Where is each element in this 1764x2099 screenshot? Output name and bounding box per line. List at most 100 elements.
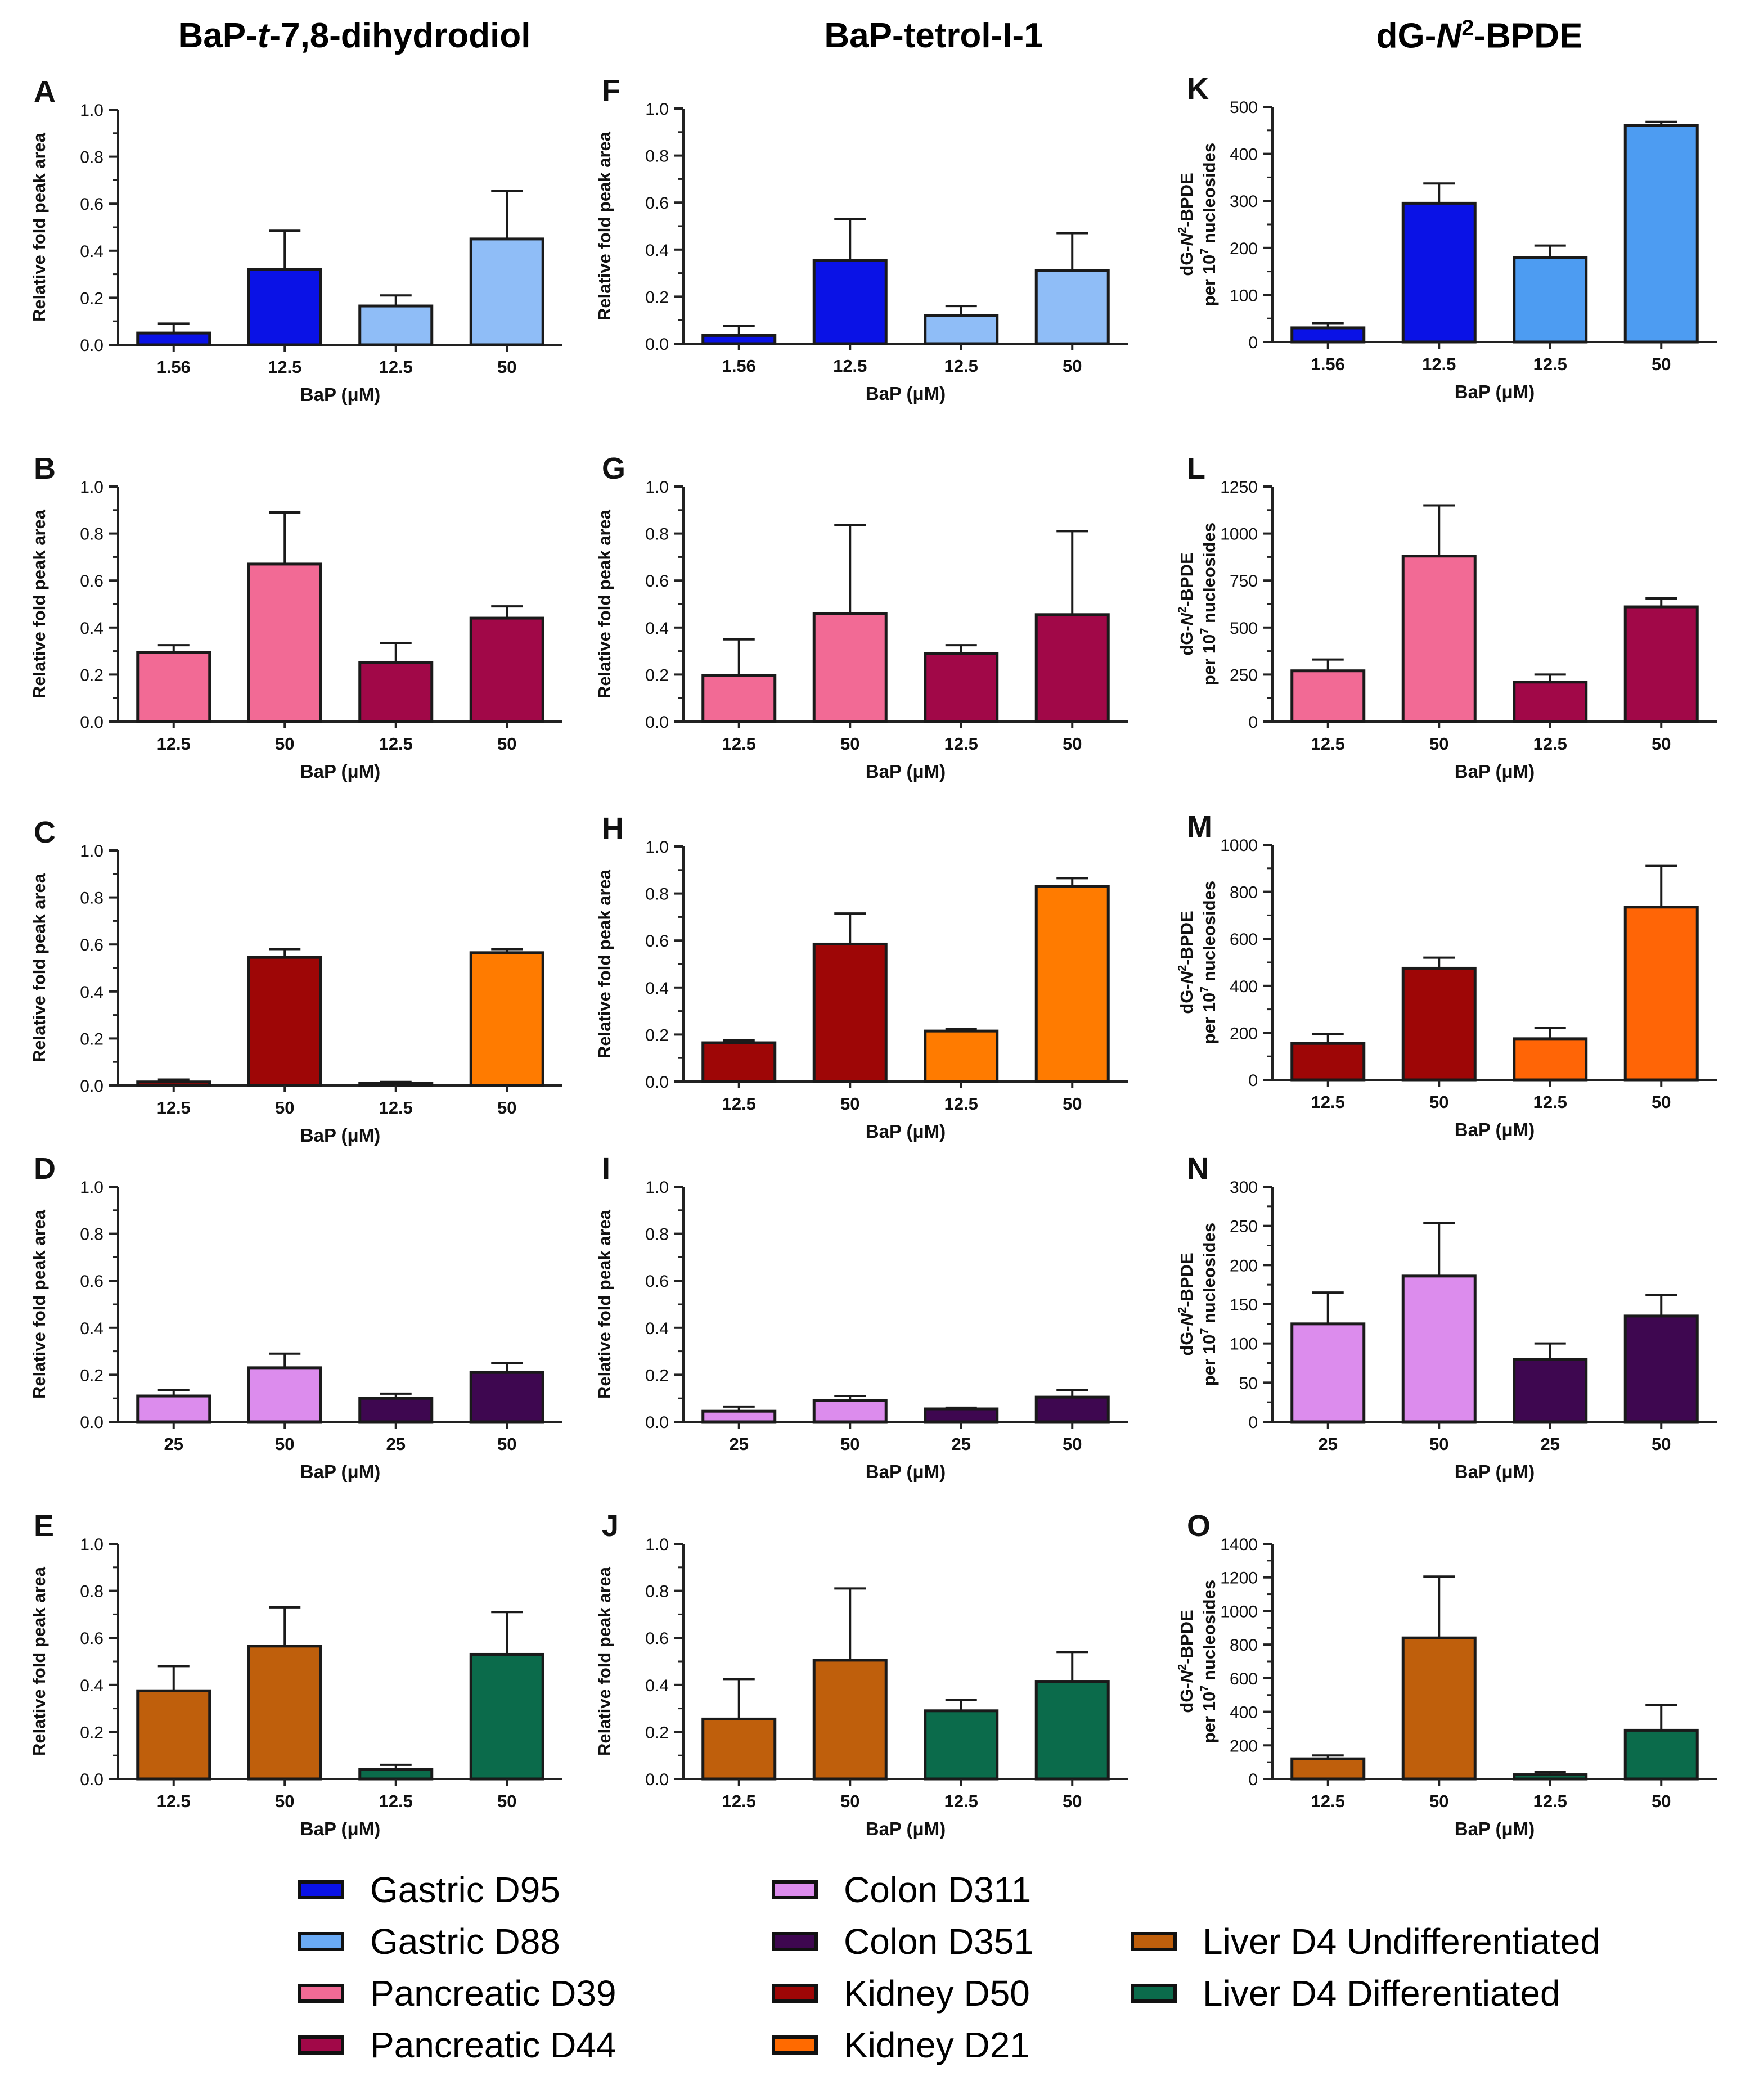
x-tick-label: 50: [1063, 1434, 1082, 1454]
bar: [812, 612, 888, 723]
legend-label: Colon D351: [844, 1921, 1034, 1962]
panel-letter: I: [602, 1152, 610, 1186]
y-tick-label: 0.2: [80, 666, 104, 684]
x-tick-label: 25: [386, 1434, 406, 1454]
y-tick-label: 0: [1248, 1413, 1258, 1432]
y-axis-label-part: dG-: [1177, 1683, 1196, 1713]
y-axis-label-part: per 10: [1199, 634, 1219, 686]
y-axis-label-line2: per 107 nucleosides: [1199, 881, 1219, 1044]
y-axis-label-part: dG-: [1177, 984, 1196, 1014]
y-axis-label: Relative fold peak area: [595, 1209, 614, 1399]
y-tick-label: 0.6: [645, 194, 669, 213]
legend-swatch: [298, 1984, 344, 2003]
y-tick-label: 0.0: [645, 1413, 669, 1432]
y-axis-label-part: dG-: [1177, 246, 1196, 276]
bar: [469, 237, 544, 346]
panel-letter: C: [34, 816, 56, 849]
x-axis-label: BaP (μM): [866, 383, 946, 404]
x-axis-label: BaP (μM): [1455, 1461, 1534, 1482]
y-axis-label-part: 2: [1176, 607, 1189, 613]
y-axis-label: dG-N2-BPDE: [1176, 552, 1196, 655]
x-tick-label: 50: [1429, 1092, 1448, 1112]
y-axis-label: dG-N2-BPDE: [1176, 173, 1196, 276]
legend-label: Liver D4 Undifferentiated: [1203, 1921, 1600, 1962]
bar: [247, 562, 322, 723]
x-tick-label: 50: [1652, 734, 1671, 754]
panel-f: F 0.0 0.2 0.4 0.6 0.8 1.0 Relative fold peak ar…: [595, 74, 1128, 404]
y-axis-label: Relative fold peak area: [595, 131, 614, 321]
legend-item-pancreatic-d39: Pancreatic D39: [298, 1971, 616, 2016]
y-tick-label: 1250: [1220, 478, 1258, 497]
y-axis-label-part: -BPDE: [1177, 911, 1196, 965]
x-tick-label: 50: [1063, 356, 1082, 376]
y-axis-label: Relative fold peak area: [29, 509, 49, 699]
x-tick-label: 50: [840, 734, 860, 754]
y-axis-label-part: N: [1177, 1670, 1196, 1683]
y-axis-label-part: nucleosides: [1199, 881, 1219, 987]
bar: [1034, 1680, 1110, 1781]
y-tick-label: 1.0: [80, 1178, 104, 1197]
panel-letter: H: [602, 812, 624, 845]
bar: [358, 1768, 434, 1781]
y-tick-label: 0.0: [645, 335, 669, 354]
x-axis-label: BaP (μM): [1455, 761, 1534, 782]
panel-letter: A: [34, 75, 56, 109]
x-tick-label: 12.5: [1422, 354, 1456, 374]
bar: [701, 334, 777, 345]
y-tick-label: 0.8: [645, 1583, 669, 1601]
y-axis-label: dG-N2-BPDE: [1176, 1253, 1196, 1355]
bar: [1401, 1274, 1477, 1424]
panel-letter: O: [1187, 1509, 1210, 1543]
bar: [358, 1397, 434, 1424]
y-tick-label: 1000: [1220, 1602, 1258, 1621]
x-axis-label: BaP (μM): [300, 1461, 380, 1482]
y-tick-label: 0.8: [80, 889, 104, 908]
x-axis-label: BaP (μM): [1455, 1119, 1534, 1140]
bar: [247, 1366, 322, 1424]
bar: [1513, 256, 1588, 344]
bar: [701, 1409, 777, 1424]
y-tick-label: 1.0: [645, 838, 669, 857]
y-axis-label-line2: per 107 nucleosides: [1199, 1580, 1219, 1743]
x-axis-label: BaP (μM): [300, 1125, 380, 1146]
x-axis-label: BaP (μM): [300, 761, 380, 782]
y-tick-label: 200: [1230, 1256, 1258, 1275]
panel-j: J 0.0 0.2 0.4 0.6 0.8 1.0 Relative fold peak ar…: [595, 1509, 1128, 1839]
bar: [1623, 1728, 1699, 1781]
bar: [1034, 1395, 1110, 1424]
x-tick-label: 12.5: [944, 1094, 978, 1114]
y-tick-label: 0: [1248, 1071, 1258, 1090]
y-tick-label: 200: [1230, 1737, 1258, 1755]
panel-letter: K: [1187, 72, 1209, 106]
y-tick-label: 0.6: [645, 1272, 669, 1291]
bar: [1623, 124, 1699, 344]
x-tick-label: 50: [497, 734, 516, 754]
panel-b: B 0.0 0.2 0.4 0.6 0.8 1.0 Relative fold peak ar…: [29, 452, 562, 782]
bar: [924, 1709, 999, 1781]
y-axis-label-part: nucleosides: [1199, 1580, 1219, 1686]
x-tick-label: 50: [1652, 1434, 1671, 1454]
bar: [1290, 1042, 1366, 1082]
x-tick-label: 1.56: [1311, 354, 1345, 374]
y-axis-label-part: N: [1177, 1313, 1196, 1326]
x-tick-label: 50: [275, 1098, 294, 1118]
y-axis-label: Relative fold peak area: [29, 1209, 49, 1399]
x-tick-label: 25: [164, 1434, 183, 1454]
x-tick-label: 50: [840, 1791, 860, 1811]
y-axis-label-part: -BPDE: [1177, 173, 1196, 227]
y-tick-label: 0.2: [80, 289, 104, 308]
x-tick-label: 25: [730, 1434, 749, 1454]
panel-d: D 0.0 0.2 0.4 0.6 0.8 1.0 Relative fold peak ar…: [29, 1152, 562, 1482]
y-tick-label: 150: [1230, 1296, 1258, 1314]
y-axis-label: dG-N2-BPDE: [1176, 911, 1196, 1014]
x-tick-label: 50: [1429, 734, 1448, 754]
y-tick-label: 0: [1248, 713, 1258, 732]
column-title-dihydrodiol: BaP-t-7,8-dihydrodiol: [178, 16, 531, 55]
x-tick-label: 50: [1063, 1094, 1082, 1114]
bar: [1290, 1322, 1366, 1424]
x-tick-label: 25: [1541, 1434, 1560, 1454]
legend-swatch: [1131, 1932, 1177, 1951]
legend-swatch: [772, 2035, 818, 2055]
x-tick-label: 12.5: [157, 1098, 191, 1118]
y-axis-label: Relative fold peak area: [595, 1566, 614, 1756]
